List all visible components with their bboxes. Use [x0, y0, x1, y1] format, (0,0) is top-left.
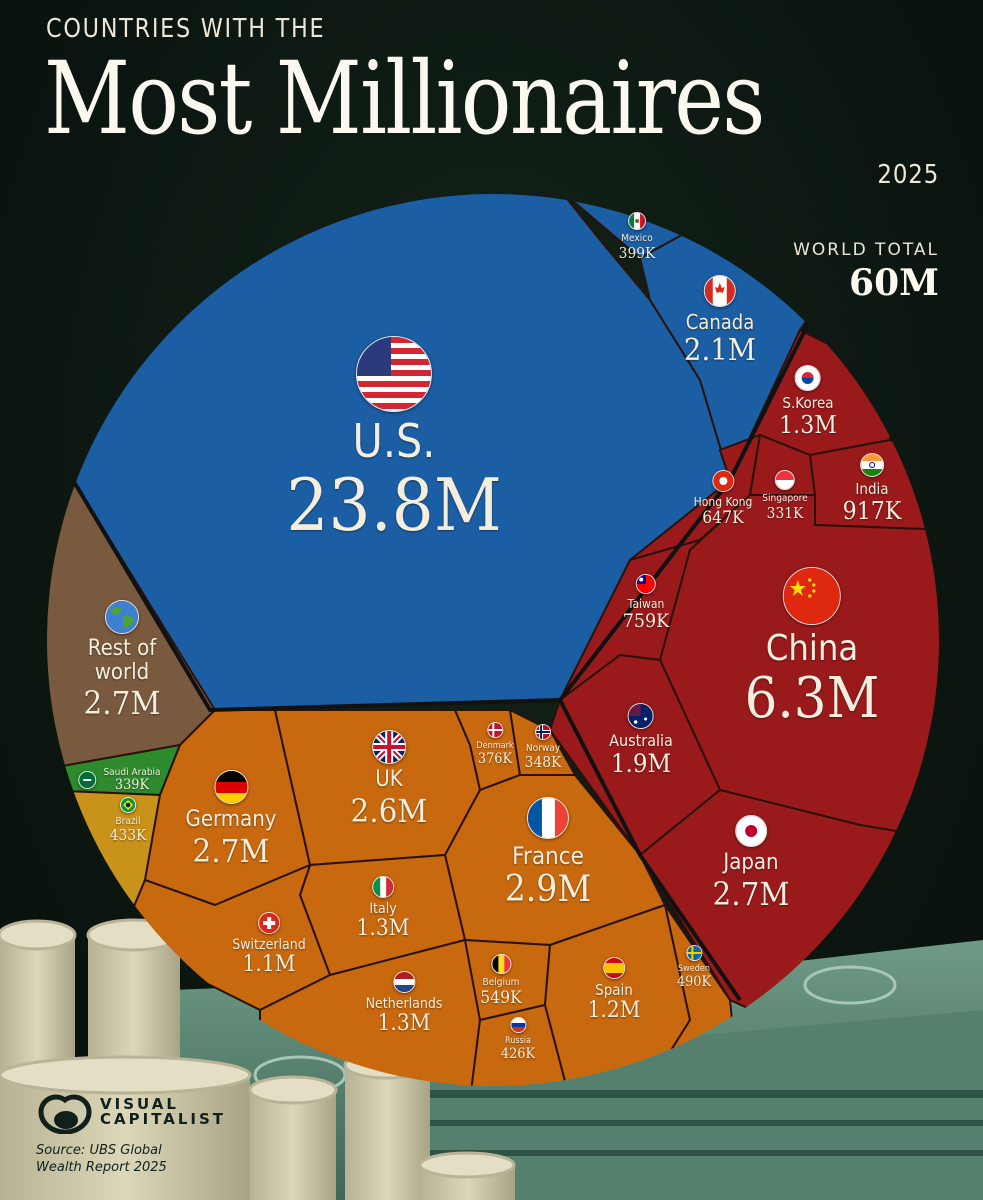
label-france: France 2.9M — [501, 797, 595, 910]
mexico-flag-icon — [628, 212, 646, 230]
world-total-value: 60M — [849, 262, 939, 304]
visual-capitalist-logo-icon — [38, 1094, 92, 1134]
netherlands-flag-icon — [393, 971, 415, 993]
south-korea-flag-icon — [795, 365, 821, 391]
saudi-arabia-flag-icon — [78, 771, 97, 789]
label-russia: Russia 426K — [499, 1017, 536, 1062]
cell-russia — [469, 1004, 571, 1086]
page-title: Most Millionaires — [44, 40, 765, 157]
india-flag-icon — [860, 453, 884, 477]
brand-logo: VISUAL CAPITALIST — [36, 1090, 226, 1134]
label-uk: UK 2.6M — [347, 730, 431, 829]
uk-flag-icon — [372, 730, 406, 764]
spain-flag-icon — [602, 957, 625, 979]
label-china: China 6.3M — [739, 567, 885, 728]
label-canada: Canada 2.1M — [681, 275, 759, 368]
label-rest-of-world: Rest of world 2.7M — [77, 600, 167, 721]
label-taiwan: Taiwan 759K — [621, 574, 671, 632]
belgium-flag-icon — [491, 954, 511, 974]
taiwan-flag-icon — [636, 574, 656, 594]
brand-line-2: CAPITALIST — [100, 1110, 227, 1128]
globe-icon — [105, 600, 139, 634]
label-india: India 917K — [840, 453, 904, 524]
label-netherlands: Netherlands 1.3M — [361, 971, 446, 1036]
label-skorea: S.Korea 1.3M — [777, 365, 840, 438]
sweden-flag-icon — [686, 945, 702, 961]
source-note: Source: UBS Global Wealth Report 2025 — [36, 1143, 167, 1175]
us-flag-icon — [355, 336, 432, 412]
brazil-flag-icon — [120, 797, 136, 813]
italy-flag-icon — [371, 876, 394, 898]
brand-line-1: VISUAL — [100, 1095, 179, 1113]
canada-flag-icon — [704, 275, 736, 307]
hong-kong-flag-icon — [712, 470, 734, 492]
label-hongkong: Hong Kong 647K — [690, 470, 755, 528]
label-norway: Norway 348K — [523, 724, 563, 770]
label-germany: Germany 2.7M — [180, 770, 281, 869]
france-flag-icon — [527, 797, 569, 839]
label-switzerland: Switzerland 1.1M — [228, 912, 310, 977]
germany-flag-icon — [214, 770, 248, 804]
label-spain: Spain 1.2M — [585, 957, 643, 1023]
title-kicker: COUNTRIES WITH THE — [46, 14, 326, 44]
world-total-label: WORLD TOTAL — [793, 240, 939, 260]
label-singapore: Singapore 331K — [760, 470, 810, 522]
label-mexico: Mexico 399K — [617, 212, 657, 261]
label-sweden: Sweden 490K — [675, 945, 712, 990]
label-us: U.S. 23.8M — [277, 336, 511, 543]
label-australia: Australia 1.9M — [606, 703, 677, 778]
year-label: 2025 — [877, 160, 939, 190]
australia-flag-icon — [628, 703, 654, 729]
switzerland-flag-icon — [257, 912, 280, 934]
norway-flag-icon — [535, 724, 551, 740]
label-belgium: Belgium 549K — [478, 954, 523, 1007]
label-brazil: Brazil 433K — [108, 797, 148, 843]
russia-flag-icon — [510, 1017, 526, 1033]
label-saudi-arabia: Saudi Arabia 339K — [78, 767, 163, 793]
singapore-flag-icon — [774, 470, 795, 490]
label-japan: Japan 2.7M — [709, 815, 793, 912]
label-denmark: Denmark 376K — [474, 722, 515, 767]
china-flag-icon — [783, 567, 841, 625]
denmark-flag-icon — [487, 722, 503, 738]
label-italy: Italy 1.3M — [354, 876, 412, 941]
japan-flag-icon — [735, 815, 767, 847]
